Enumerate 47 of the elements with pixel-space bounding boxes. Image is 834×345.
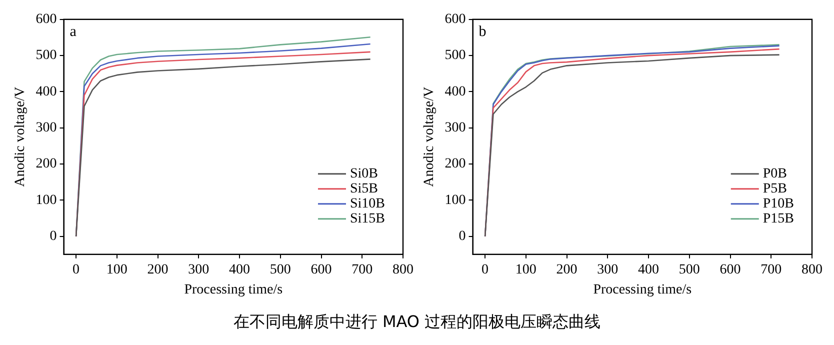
y-tick-label: 500 (444, 48, 466, 64)
legend-label: Si5B (350, 182, 378, 197)
y-tick-label: 0 (50, 228, 57, 244)
y-tick-label: 300 (444, 120, 466, 136)
x-tick-label: 200 (147, 262, 168, 278)
x-tick-label: 500 (270, 262, 291, 278)
legend-label: P10B (762, 196, 794, 212)
y-tick-label: 600 (444, 12, 466, 28)
x-tick-label: 0 (482, 262, 489, 278)
x-tick-label: 100 (106, 262, 128, 278)
x-tick-label: 600 (310, 262, 332, 278)
legend-label: P15B (762, 212, 794, 227)
y-tick-label: 500 (36, 48, 57, 64)
x-tick-label: 600 (720, 262, 741, 278)
x-axis-title: Processing time/s (593, 282, 692, 298)
y-axis-title: Anodic voltage/V (422, 86, 438, 187)
y-tick-label: 600 (36, 12, 57, 28)
legend-label: Si15B (350, 212, 385, 227)
y-tick-label: 300 (36, 120, 57, 136)
text: 在不同电解质中进行 MAO 过程的阳极电压瞬态曲线 (233, 312, 601, 331)
y-tick-label: 200 (36, 156, 57, 172)
x-tick-label: 800 (802, 262, 822, 278)
x-tick-label: 300 (597, 262, 618, 278)
x-tick-label: 500 (678, 262, 700, 278)
x-tick-label: 800 (392, 262, 414, 278)
y-tick-label: 400 (444, 84, 466, 100)
y-tick-label: 100 (36, 192, 57, 208)
legend-label: Si0B (350, 166, 378, 182)
y-tick-label: 200 (444, 156, 466, 172)
x-tick-label: 400 (229, 262, 250, 278)
y-tick-label: 0 (458, 228, 466, 244)
legend-label: Si10B (350, 196, 385, 212)
legend-label: P5B (762, 182, 787, 197)
x-tick-label: 100 (515, 262, 536, 278)
y-tick-label: 400 (36, 84, 57, 100)
annotation: b (478, 24, 486, 40)
legend-label: P0B (762, 166, 787, 182)
x-tick-label: 400 (638, 262, 660, 278)
x-tick-label: 200 (556, 262, 578, 278)
x-axis-title: Processing time/s (184, 282, 283, 298)
x-tick-label: 700 (760, 262, 782, 278)
y-tick-label: 100 (444, 192, 466, 208)
y-axis-title: Anodic voltage/V (13, 86, 28, 187)
x-tick-label: 700 (352, 262, 373, 278)
annotation: a (70, 24, 77, 40)
x-tick-label: 300 (188, 262, 210, 278)
x-tick-label: 0 (72, 262, 80, 278)
